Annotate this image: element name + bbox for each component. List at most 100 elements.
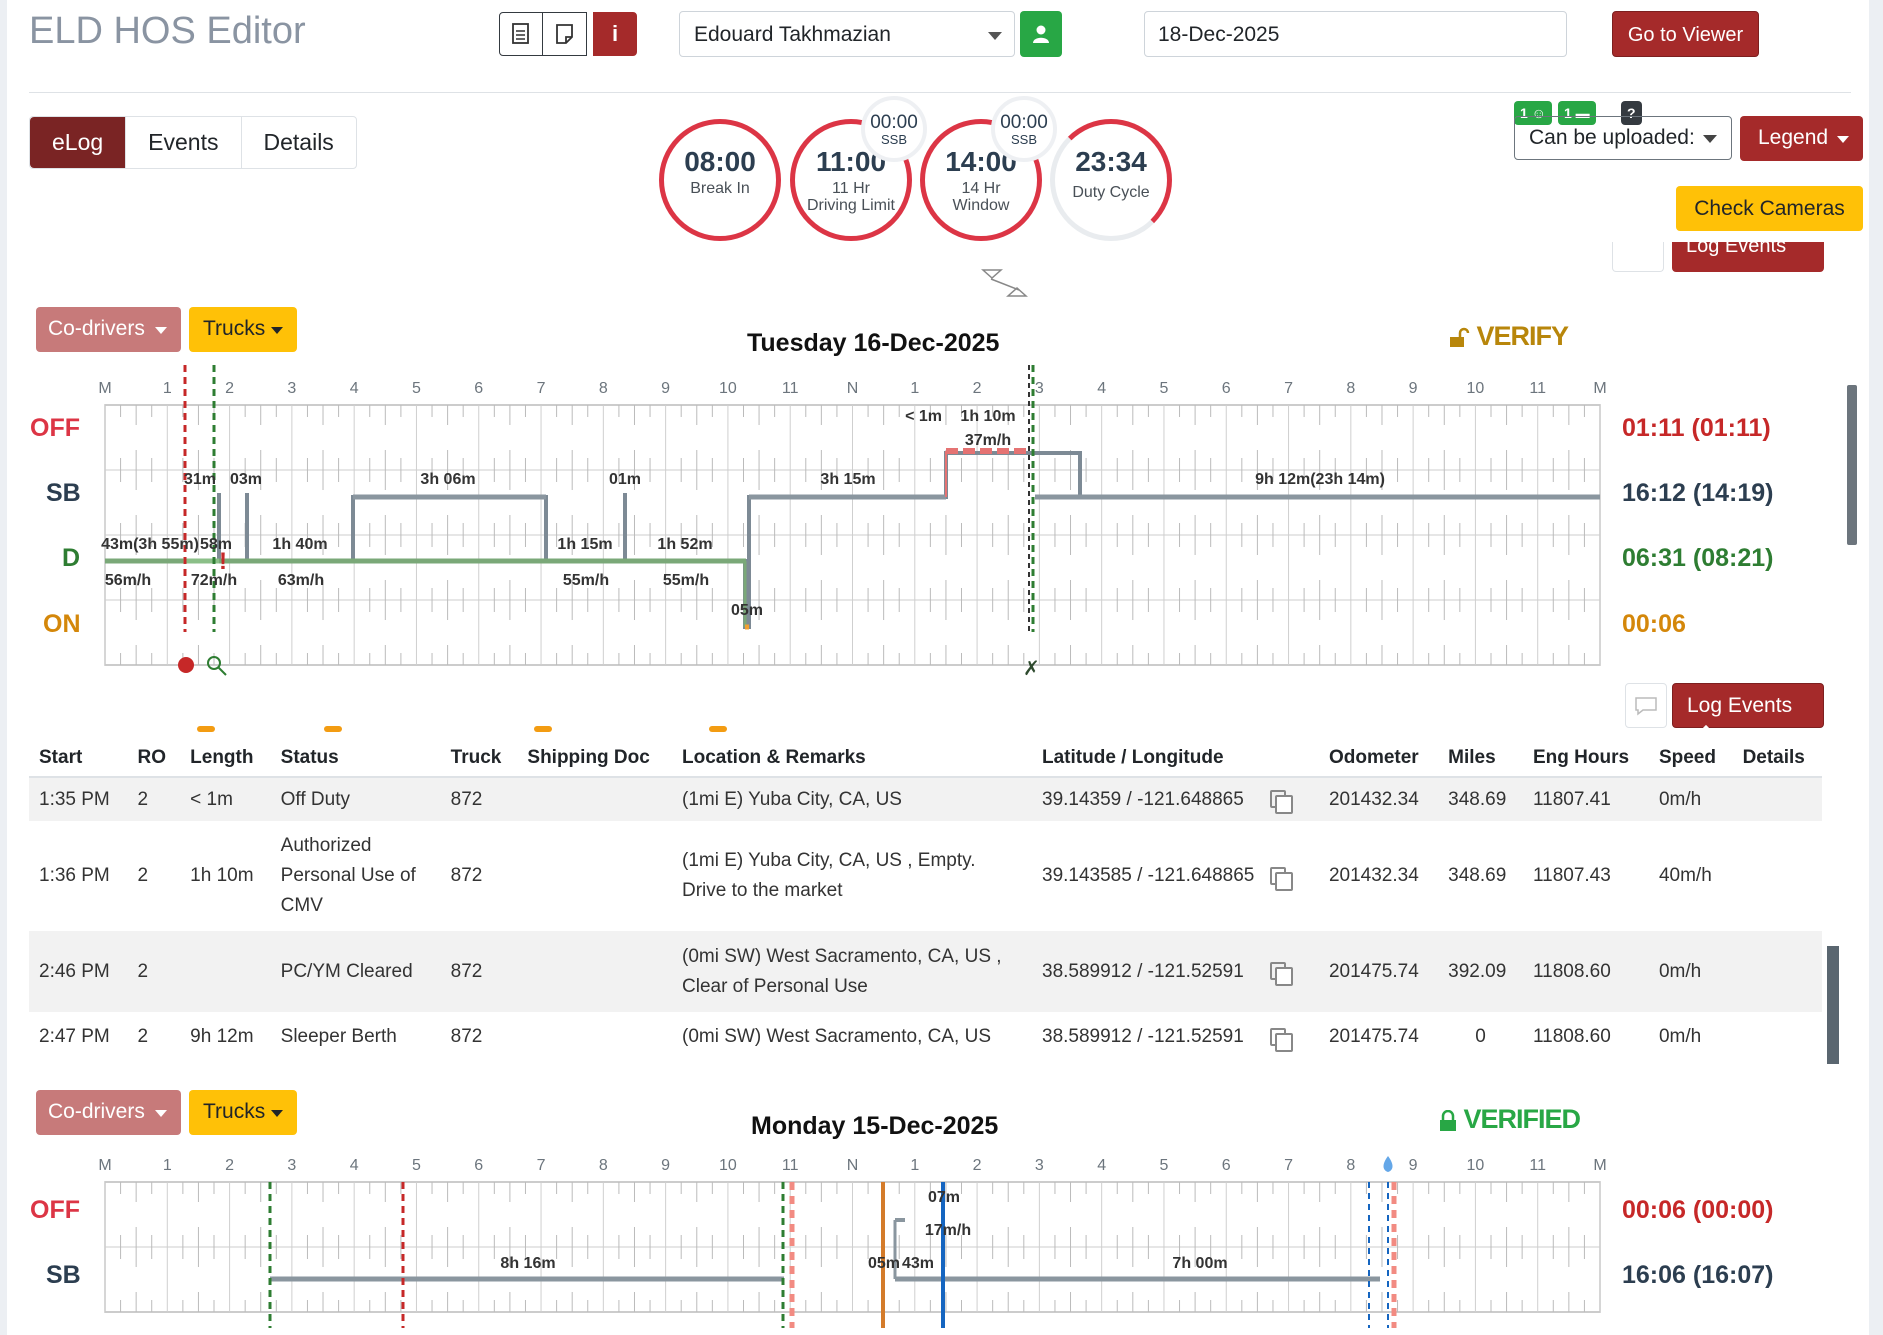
go-to-viewer-button[interactable]: Go to Viewer: [1612, 11, 1759, 57]
hour-label: 3: [1035, 1157, 1044, 1174]
day1-event-marker[interactable]: [534, 726, 552, 732]
right-scroll-track[interactable]: [1869, 0, 1883, 1335]
co-drivers-label: Co-drivers: [48, 317, 145, 340]
info-button[interactable]: i: [593, 12, 637, 56]
day2-co-drivers-button[interactable]: Co-drivers: [36, 1090, 181, 1135]
day2-water-drop-icon: [1383, 1156, 1393, 1172]
driver-select[interactable]: Edouard Takhmazian: [679, 11, 1015, 57]
legend-label: Legend: [1758, 126, 1829, 149]
hour-label: M: [1593, 380, 1606, 397]
note-button[interactable]: [543, 12, 587, 56]
date-input[interactable]: 18-Dec-2025: [1144, 11, 1567, 57]
day2-trucks-button[interactable]: Trucks: [189, 1090, 297, 1135]
day1-event-marker[interactable]: [324, 726, 342, 732]
segment-label: 9h 12m(23h 14m): [1255, 471, 1385, 488]
hour-label: M: [98, 1157, 111, 1174]
table-row[interactable]: 2:46 PM 2 PC/YM Cleared 872 (0mi SW) Wes…: [29, 931, 1822, 1012]
chevron-down-icon: [271, 327, 283, 334]
day1-event-marker[interactable]: [197, 726, 215, 732]
driver-profile-button[interactable]: [1020, 11, 1062, 57]
row-latlng: 38.589912 / -121.52591: [1042, 960, 1244, 982]
day1-d-label: D: [62, 544, 81, 572]
truck-upload-badge: 1 ▬: [1558, 101, 1596, 125]
segment-label: 3h 06m: [420, 471, 475, 488]
chevron-down-icon: [271, 1110, 283, 1117]
hour-label: 11: [1529, 380, 1546, 397]
hour-label: 8: [599, 380, 608, 397]
hour-label: 1: [910, 380, 919, 397]
row-truck: 872: [450, 788, 483, 810]
table-row[interactable]: 1:35 PM 2 < 1m Off Duty 872 (1mi E) Yuba…: [29, 777, 1822, 821]
hour-label: 4: [1097, 380, 1106, 397]
day1-log-grid[interactable]: M 1 2 3 4 5 6 7 8 9 10 11 N 1 2 3 4 5 6 7 8 9 10 11 M ! < 1m 1h 1…: [80, 365, 1610, 695]
log-events-button[interactable]: Log Events: [1672, 683, 1824, 736]
day2-log-grid[interactable]: M 1 2 3 4 5 6 7 8 9 10 11 N 1 2 3 4 5 6 7 8 9 10 11 M 8h 16m 05m 4…: [80, 1150, 1610, 1330]
row-details[interactable]: [1733, 821, 1822, 931]
hour-label: 3: [287, 1157, 296, 1174]
day1-on-total: 00:06: [1622, 610, 1686, 638]
tab-elog[interactable]: eLog: [30, 117, 127, 168]
copy-icon[interactable]: [1270, 866, 1294, 891]
segment-label: 72m/h: [191, 572, 237, 589]
tab-details[interactable]: Details: [263, 129, 334, 155]
segment-label: < 1m: [905, 408, 942, 425]
day2-co-drivers-label: Co-drivers: [48, 1100, 145, 1123]
table-scrollbar[interactable]: [1827, 946, 1839, 1064]
row-ro: 2: [137, 788, 149, 810]
chevron-up-icon: [1697, 725, 1715, 736]
day1-verify-badge[interactable]: VERIFY: [1448, 321, 1569, 352]
log-events-button-top[interactable]: Log Events: [1672, 242, 1824, 272]
table-row[interactable]: 2:47 PM 2 9h 12m Sleeper Berth 872 (0mi …: [29, 1012, 1822, 1062]
table-row[interactable]: 1:36 PM 2 1h 10m Authorized Personal Use…: [29, 821, 1822, 931]
driver-select-value: Edouard Takhmazian: [694, 23, 891, 46]
check-cameras-button[interactable]: Check Cameras: [1676, 186, 1863, 231]
row-status: PC/YM Cleared: [280, 960, 413, 982]
trucks-button[interactable]: Trucks: [189, 307, 297, 352]
row-length: [180, 931, 271, 1012]
duty-cycle-gauge: 23:34 Duty Cycle: [1050, 119, 1172, 241]
copy-icon[interactable]: [1269, 790, 1293, 815]
legend-dropdown-button[interactable]: Legend: [1740, 116, 1863, 161]
segment-label: 8h 16m: [500, 1255, 555, 1272]
hour-label: 4: [1097, 1157, 1106, 1174]
driver-upload-count: 1: [1520, 105, 1528, 121]
day1-event-marker[interactable]: [709, 726, 727, 732]
row-location: (0mi SW) West Sacramento, CA, US , Clear…: [682, 945, 1002, 997]
collapse-toggle-icon[interactable]: [981, 268, 1035, 300]
help-badge[interactable]: ?: [1621, 101, 1642, 125]
comments-button[interactable]: [1625, 683, 1667, 728]
chevron-down-icon: [1837, 136, 1849, 143]
document-icon: [512, 23, 529, 44]
hour-label: 10: [719, 1157, 737, 1174]
copy-icon[interactable]: [1269, 962, 1293, 987]
tab-events[interactable]: Events: [126, 117, 242, 168]
hour-label: 6: [1222, 380, 1231, 397]
row-location: (1mi E) Yuba City, CA, US: [682, 788, 902, 810]
row-latlng-cell: 39.14359 / -121.648865: [1032, 777, 1319, 821]
segment-label: 7h 00m: [1172, 1255, 1227, 1272]
document-button[interactable]: [499, 12, 543, 56]
comments-button-top[interactable]: [1612, 242, 1664, 272]
row-odometer: 201475.74: [1328, 960, 1419, 982]
log-events-top-label: Log Events: [1686, 242, 1787, 257]
row-details[interactable]: [1733, 1012, 1822, 1062]
copy-icon[interactable]: [1269, 1027, 1293, 1052]
row-latlng-cell: 38.589912 / -121.52591: [1032, 1012, 1319, 1062]
page-scrollbar-thumb[interactable]: [1847, 385, 1857, 545]
day2-off-label: OFF: [30, 1196, 80, 1224]
window-ssb-gauge: 00:00 SSB: [991, 96, 1057, 162]
row-length: 9h 12m: [190, 1026, 254, 1047]
row-details[interactable]: [1733, 777, 1822, 821]
unlock-icon: [1450, 327, 1470, 347]
co-drivers-button[interactable]: Co-drivers: [36, 307, 181, 352]
row-location: (0mi SW) West Sacramento, CA, US: [682, 1026, 991, 1047]
day1-violation-marker: !: [219, 548, 227, 575]
segment-label: 07m: [928, 1189, 960, 1206]
row-details[interactable]: [1733, 931, 1822, 1012]
row-speed: 40m/h: [1658, 865, 1712, 886]
hour-label: 6: [474, 1157, 483, 1174]
row-speed: 0m/h: [1658, 960, 1702, 982]
upload-status-select[interactable]: Can be uploaded:: [1514, 116, 1732, 160]
hour-label: 7: [1284, 1157, 1293, 1174]
hour-label: 4: [350, 1157, 359, 1174]
